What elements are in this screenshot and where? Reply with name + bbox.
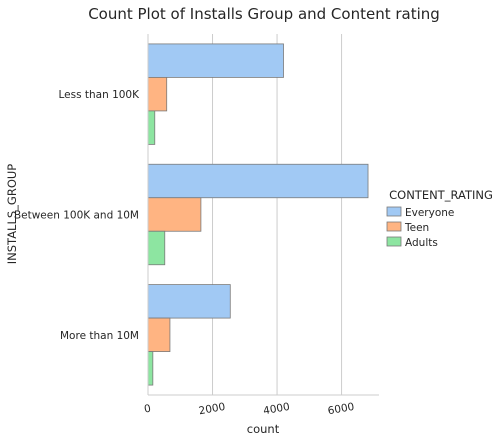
y-category-label-1: Between 100K and 10M [14, 210, 139, 222]
x-tick-labels: 0 2000 4000 6000 [143, 401, 355, 417]
bars [147, 43, 369, 386]
legend: CONTENT_RATING Everyone Teen Adults [386, 188, 493, 249]
legend-label-teen: Teen [404, 222, 429, 234]
legend-swatch-teen [386, 221, 402, 232]
y-category-labels: Less than 100K Between 100K and 10M More t… [14, 89, 140, 342]
bar-adults-2 [147, 351, 154, 386]
bar-teen-2 [147, 317, 171, 352]
y-axis-label: INSTALLS_GROUP [5, 164, 19, 265]
legend-swatch-adults [386, 236, 402, 247]
legend-title: CONTENT_RATING [389, 188, 493, 202]
bar-teen-1 [147, 197, 202, 232]
legend-label-everyone: Everyone [405, 207, 454, 219]
bar-everyone-1 [147, 163, 369, 199]
y-category-label-0: Less than 100K [58, 89, 140, 101]
x-tick-label-2: 4000 [262, 401, 290, 417]
chart-title: Count Plot of Installs Group and Content… [88, 5, 440, 23]
x-tick-label-1: 2000 [198, 401, 226, 417]
bar-teen-0 [147, 77, 168, 112]
bar-adults-0 [147, 110, 156, 145]
bar-everyone-2 [147, 284, 231, 319]
x-axis-label: count [247, 422, 280, 436]
legend-label-adults: Adults [405, 237, 438, 249]
bar-everyone-0 [147, 43, 284, 78]
y-category-label-2: More than 10M [60, 330, 139, 342]
legend-swatch-everyone [386, 206, 402, 217]
bar-adults-1 [147, 230, 166, 266]
x-tick-label-0: 0 [143, 403, 152, 416]
x-tick-label-3: 6000 [327, 401, 355, 417]
